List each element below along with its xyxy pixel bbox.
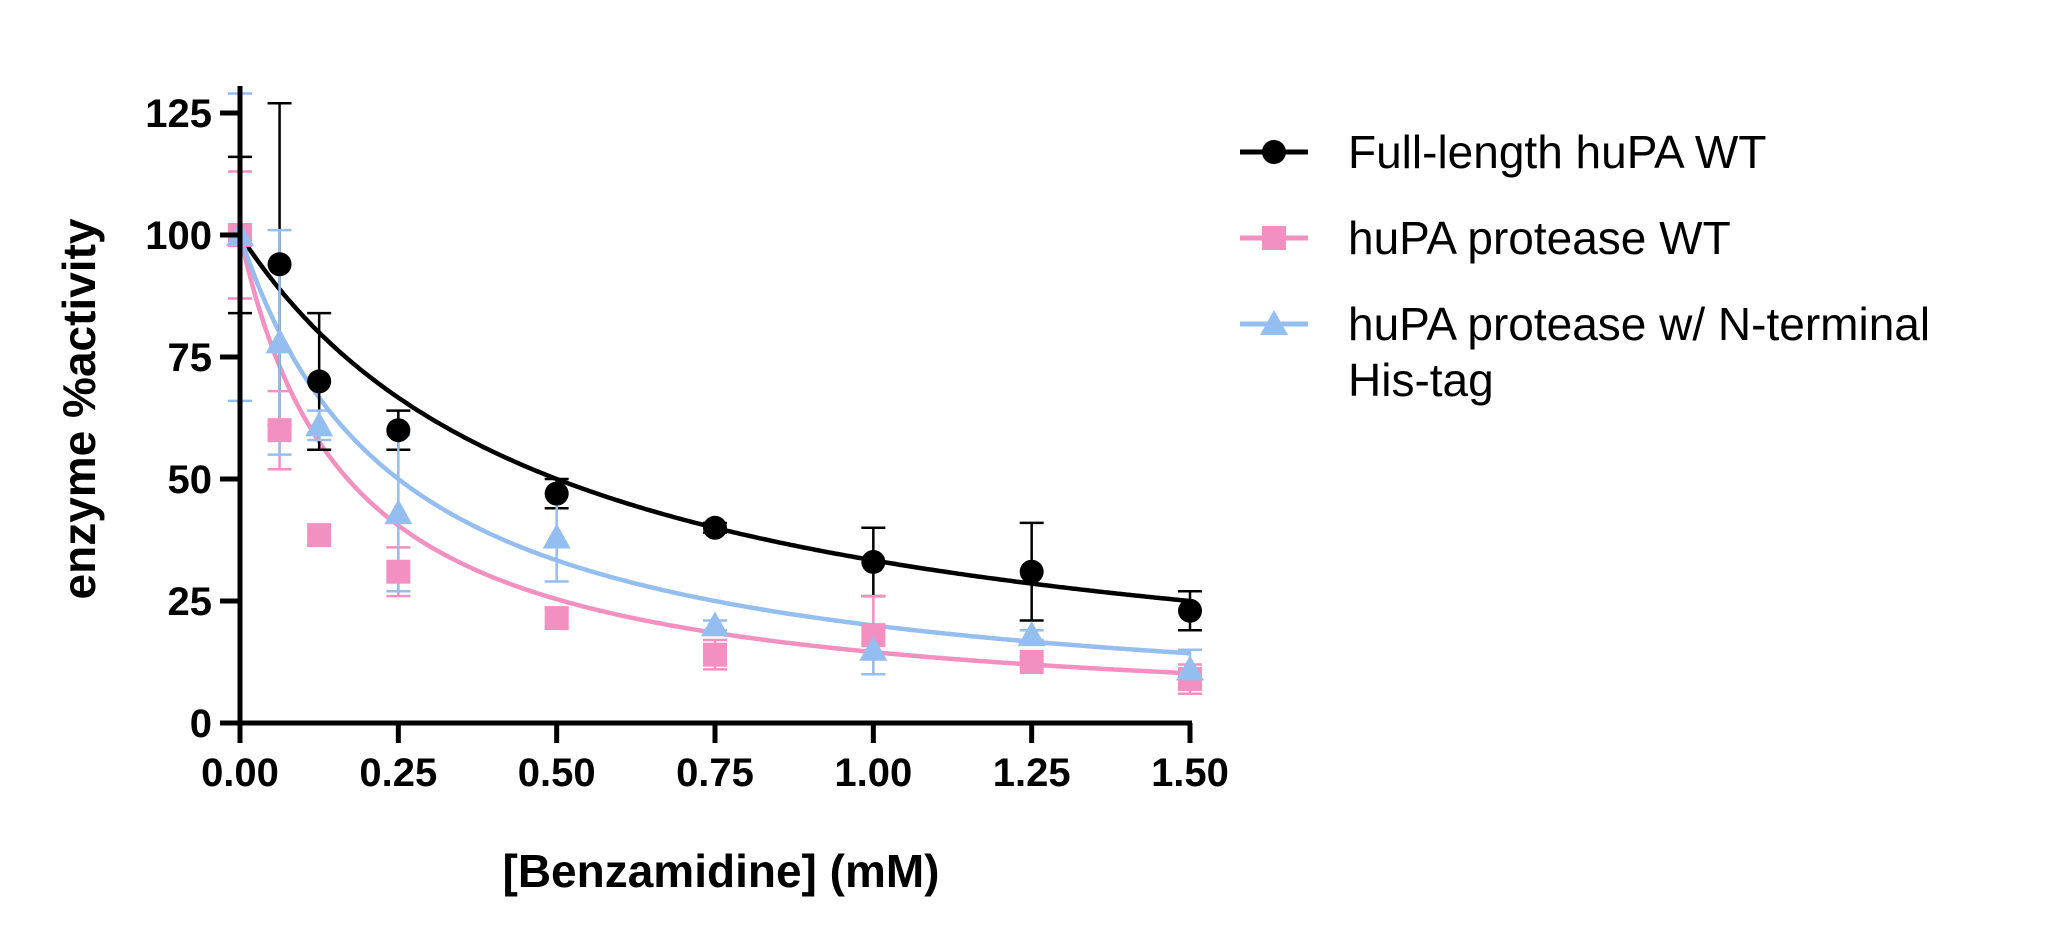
data-point xyxy=(1176,655,1204,681)
legend-marker xyxy=(1262,226,1286,250)
x-axis-title: [Benzamidine] (mM) xyxy=(503,845,940,897)
data-point xyxy=(265,328,294,354)
legend-label-line: His-tag xyxy=(1348,354,1494,406)
legend-label: Full-length huPA WT xyxy=(1348,126,1766,178)
fit-curve xyxy=(238,233,1191,604)
data-point xyxy=(384,499,413,525)
legend-label: huPA protease w/ N-terminal His-tag xyxy=(1348,298,1930,406)
fit-curves xyxy=(237,233,1191,676)
x-tick-label: 1.25 xyxy=(993,751,1071,795)
legend-marker xyxy=(1260,310,1288,335)
data-point xyxy=(386,559,411,584)
legend-label-line: Full-length huPA WT xyxy=(1348,126,1766,178)
x-tick-label: 0.75 xyxy=(676,751,754,795)
y-tick-label: 100 xyxy=(145,214,212,258)
y-axis-title: enzyme %activity xyxy=(53,218,105,599)
fit-curve xyxy=(237,234,1191,656)
data-point xyxy=(1019,650,1044,674)
y-tick-label: 0 xyxy=(190,702,212,746)
data-point xyxy=(542,523,571,549)
data-point xyxy=(307,369,332,394)
data-point xyxy=(267,252,292,277)
legend-marker xyxy=(1262,140,1286,164)
data-point xyxy=(544,481,569,506)
data-point xyxy=(267,418,292,443)
data-point xyxy=(1019,559,1044,584)
data-point xyxy=(703,642,727,667)
data-point xyxy=(861,549,886,574)
x-tick-label: 0.50 xyxy=(518,751,596,795)
error-bars xyxy=(228,92,1202,695)
x-tick-label: 1.50 xyxy=(1151,751,1229,795)
y-tick-label: 125 xyxy=(145,92,212,136)
legend: Full-length huPA WT huPA protease WT huPA … xyxy=(1240,126,1930,406)
data-point xyxy=(1017,621,1046,647)
y-tick-label: 25 xyxy=(168,580,213,624)
tick-labels: 0 25 50 75 100 125 0.00 0.25 0.50 0.75 1.00 1.25 1.5… xyxy=(145,92,1229,795)
data-point xyxy=(701,611,729,637)
data-point xyxy=(703,515,727,540)
y-tick-label: 75 xyxy=(168,336,213,380)
data-point xyxy=(386,418,411,443)
x-tick-label: 0.25 xyxy=(359,751,437,795)
axes xyxy=(220,86,1193,743)
data-point xyxy=(544,606,569,631)
legend-label-line: huPA protease w/ N-terminal xyxy=(1348,298,1930,350)
x-tick-label: 1.00 xyxy=(834,751,912,795)
data-point xyxy=(1178,598,1202,623)
legend-label-line: huPA protease WT xyxy=(1348,212,1731,264)
legend-label: huPA protease WT xyxy=(1348,212,1731,264)
fit-curve xyxy=(237,234,1191,676)
y-tick-label: 50 xyxy=(168,458,213,502)
data-point xyxy=(307,523,332,548)
data-point xyxy=(305,411,334,437)
x-tick-label: 0.00 xyxy=(201,751,279,795)
data-point xyxy=(859,635,888,661)
